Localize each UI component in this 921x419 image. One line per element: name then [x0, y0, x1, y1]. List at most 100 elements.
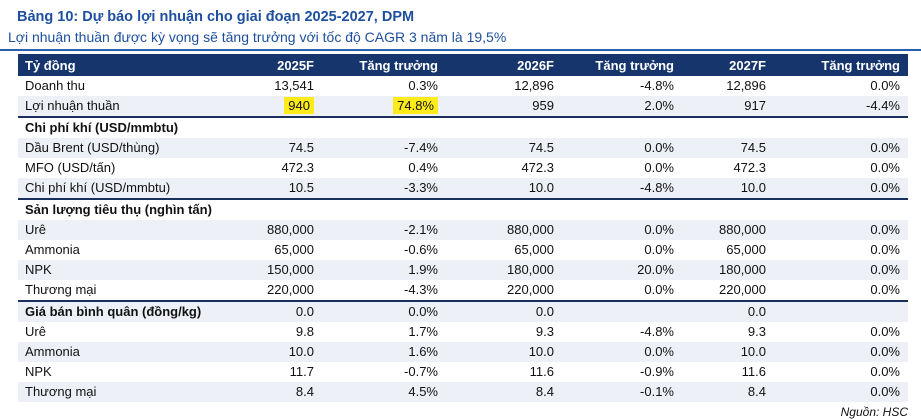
cell-value: 0.0% [870, 344, 900, 359]
cell-value: 0.0% [870, 262, 900, 277]
column-header: 2025F [210, 54, 322, 76]
cell-value [210, 199, 322, 220]
cell-value [210, 117, 322, 138]
table-row: Ammonia 10.0 1.6% 10.0 0.0% 10.0 0.0% [18, 342, 908, 362]
column-header: 2026F [446, 54, 562, 76]
cell-value [682, 199, 774, 220]
cell-value: 940 [210, 96, 322, 118]
cell-value: 12,896 [726, 78, 766, 93]
table-row: Doanh thu 13,541 0.3% 12,896 -4.8% 12,896 0.0% [18, 76, 908, 96]
cell-value: 74.5 [288, 140, 314, 155]
cell-value: 12,896 [514, 78, 554, 93]
cell-value: 220,000 [446, 280, 562, 302]
cell-value: 0.0% [870, 160, 900, 175]
cell-value: 9.3 [535, 324, 554, 339]
cell-value: 10.0 [288, 344, 314, 359]
table-row: NPK 150,000 1.9% 180,000 20.0% 180,000 0.0% [18, 260, 908, 280]
cell-value: 0.0% [774, 178, 908, 200]
cell-value: 11.6 [529, 364, 554, 379]
row-label: NPK [25, 364, 52, 379]
cell-value [562, 117, 682, 138]
cell-value: 1.7% [408, 324, 438, 339]
row-label: Urê [25, 222, 46, 237]
table-row: Thương mại 8.4 4.5% 8.4 -0.1% 8.4 0.0% [18, 382, 908, 402]
cell-value: -0.6% [404, 242, 438, 257]
cell-value: 0.4% [408, 160, 438, 175]
cell-value: 9.3 [747, 324, 766, 339]
cell-value: 0.0% [644, 344, 674, 359]
table-row: Lợi nhuận thuần 940 74.8% 959 2.0% 917 -4.4% [18, 96, 908, 118]
cell-value: 4.5% [408, 384, 438, 399]
cell-value [446, 117, 562, 138]
cell-value [774, 199, 908, 220]
table-row: Chi phí khí (USD/mmbtu) 10.5 -3.3% 10.0 -4.8… [18, 178, 908, 200]
table-row: NPK 11.7 -0.7% 11.6 -0.9% 11.6 0.0% [18, 362, 908, 382]
cell-value: 74.5 [528, 140, 554, 155]
cell-value: 9.8 [295, 324, 314, 339]
cell-value: 0.0% [870, 364, 900, 379]
cell-value: 1.9% [408, 262, 438, 277]
row-label: Lợi nhuận thuần [18, 96, 210, 118]
cell-value: 0.0% [644, 222, 674, 237]
cell-value [562, 199, 682, 220]
cell-value: 917 [682, 96, 774, 118]
cell-value: -0.9% [640, 364, 674, 379]
source-note: Nguồn: HSC [840, 405, 908, 419]
cell-value: 10.0 [740, 344, 766, 359]
cell-value: 8.4 [535, 384, 554, 399]
cell-value: 0.0% [870, 222, 900, 237]
cell-value: 10.0 [446, 178, 562, 200]
cell-value: 0.0% [562, 280, 682, 302]
column-header: Tăng trưởng [562, 54, 682, 76]
cell-value: 180,000 [507, 262, 554, 277]
cell-value: 220,000 [682, 280, 774, 302]
row-label: Ammonia [25, 344, 80, 359]
cell-value: 0.0% [644, 140, 674, 155]
cell-value: 0.0% [644, 242, 674, 257]
page-title: Bảng 10: Dự báo lợi nhuận cho giai đoạn … [17, 9, 415, 25]
table-row: Dầu Brent (USD/thùng) 74.5 -7.4% 74.5 0.0% 74… [18, 138, 908, 158]
row-label: Giá bán bình quân (đồng/kg) [25, 304, 202, 319]
column-header: 2027F [682, 54, 774, 76]
cell-value: -0.7% [404, 364, 438, 379]
table-header-row: Tỷ đồng 2025F Tăng trưởng 2026F Tăng trưởng 2… [18, 54, 908, 76]
cell-value [774, 117, 908, 138]
page-subtitle: Lợi nhuận thuần được kỳ vọng sẽ tăng trư… [8, 29, 507, 45]
cell-value: 13,541 [274, 78, 314, 93]
column-header: Tăng trưởng [322, 54, 446, 76]
cell-value: 74.8% [322, 96, 446, 118]
cell-value: 0.0 [295, 304, 314, 319]
cell-value: 2.0% [562, 96, 682, 118]
cell-value: 0.0% [408, 304, 438, 319]
cell-value: 0.0% [870, 242, 900, 257]
cell-value: 11.7 [289, 364, 314, 379]
cell-value: 0.3% [408, 78, 438, 93]
cell-value: 65,000 [274, 242, 314, 257]
cell-value: 0.0 [747, 304, 766, 319]
cell-value: -4.8% [640, 324, 674, 339]
column-header: Tăng trưởng [774, 54, 908, 76]
forecast-table: Tỷ đồng 2025F Tăng trưởng 2026F Tăng trưởng 2… [18, 54, 908, 402]
cell-value: 0.0 [535, 304, 554, 319]
section-row: Sản lượng tiêu thụ (nghìn tấn) [18, 199, 908, 220]
row-label: Sản lượng tiêu thụ (nghìn tấn) [25, 202, 212, 217]
cell-value: 74.5 [740, 140, 766, 155]
cell-value: -4.4% [774, 96, 908, 118]
table-row: Urê 880,000 -2.1% 880,000 0.0% 880,000 0.0% [18, 220, 908, 240]
cell-value [682, 117, 774, 138]
cell-value: 1.6% [408, 344, 438, 359]
cell-value: 180,000 [719, 262, 766, 277]
cell-value: 220,000 [210, 280, 322, 302]
cell-value: 880,000 [507, 222, 554, 237]
row-label: Ammonia [25, 242, 80, 257]
cell-value: 0.0% [870, 140, 900, 155]
row-label: Chi phí khí (USD/mmbtu) [18, 178, 210, 200]
table-row: MFO (USD/tấn) 472.3 0.4% 472.3 0.0% 472.3 0.0% [18, 158, 908, 178]
cell-value: 10.0 [528, 344, 554, 359]
cell-value: 880,000 [719, 222, 766, 237]
table-body: Doanh thu 13,541 0.3% 12,896 -4.8% 12,896 0.0%… [18, 76, 908, 402]
row-label: Thương mại [25, 384, 97, 399]
cell-value: 10.5 [210, 178, 322, 200]
cell-value: 880,000 [267, 222, 314, 237]
table-row: Thương mại 220,000 -4.3% 220,000 0.0% 220,000… [18, 280, 908, 302]
